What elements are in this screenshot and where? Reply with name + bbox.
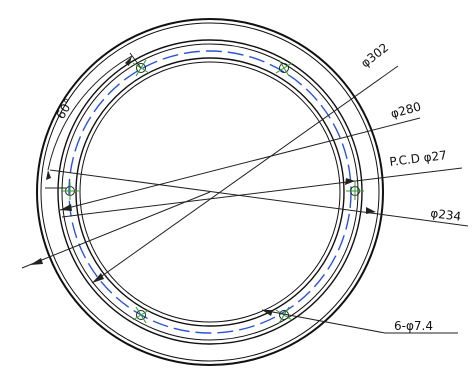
bolt-hole: [132, 306, 150, 324]
label-pcd: P.C.D φ27: [389, 148, 448, 169]
dimension-line-phi302: [91, 65, 399, 284]
bore-inner-circle: [79, 61, 341, 323]
bolt-hole: [61, 182, 79, 200]
leader-line-holes: [261, 309, 458, 334]
label-holes: 6-φ7.4: [394, 319, 433, 333]
label-outer-diameter: φ302: [358, 40, 391, 70]
flange-outer-circle: [57, 39, 363, 345]
dimension-line-phi234: [49, 169, 469, 227]
dimension-line-phi280-lower: [21, 191, 211, 269]
label-bore-diameter: φ234: [430, 206, 462, 224]
label-step-diameter: φ280: [389, 99, 422, 121]
bore-outer-circle: [75, 57, 345, 327]
outer-edge-circle: [36, 18, 384, 366]
angle-dimension-60: [45, 52, 142, 189]
bolt-hole: [275, 59, 293, 77]
bolt-hole: [346, 182, 364, 200]
outer-edge-inner-line: [40, 22, 380, 362]
flange-step-circle: [61, 43, 359, 341]
dimension-line-phi280: [59, 117, 421, 211]
label-angle: 60°: [53, 96, 76, 121]
dimension-line-pcd: [61, 167, 463, 218]
